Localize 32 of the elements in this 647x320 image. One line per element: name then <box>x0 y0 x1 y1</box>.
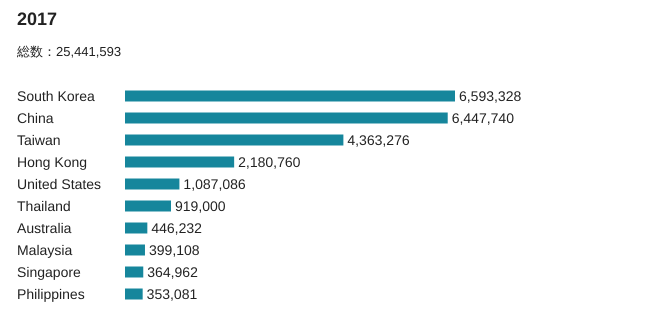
data-label: 1,087,086 <box>183 176 246 192</box>
y-tick-label: United States <box>17 176 102 192</box>
bar <box>125 134 344 146</box>
y-tick-label: Australia <box>17 220 72 236</box>
y-tick-label: Hong Kong <box>17 154 88 170</box>
data-label: 2,180,760 <box>238 154 301 170</box>
data-label: 364,962 <box>147 264 198 280</box>
y-tick-label: China <box>17 110 54 126</box>
y-tick-label: Singapore <box>17 264 82 280</box>
chart-title: 2017 <box>17 9 58 29</box>
bar <box>125 222 148 234</box>
bar <box>125 90 455 102</box>
bar <box>125 112 448 124</box>
data-label: 353,081 <box>146 286 198 302</box>
bar <box>125 288 143 300</box>
bar <box>125 156 234 168</box>
y-tick-label: Taiwan <box>17 132 61 148</box>
y-tick-label: Malaysia <box>17 242 72 258</box>
chart-subtitle: 総数：25,441,593 <box>16 44 122 59</box>
data-label: 6,593,328 <box>459 88 522 104</box>
bar <box>125 200 171 212</box>
data-label: 4,363,276 <box>347 132 410 148</box>
y-tick-label: South Korea <box>17 88 96 104</box>
bar <box>125 178 180 190</box>
data-label: 919,000 <box>174 198 226 214</box>
data-label: 399,108 <box>148 242 200 258</box>
data-label: 446,232 <box>151 220 202 236</box>
bar <box>125 244 145 256</box>
y-tick-label: Philippines <box>17 286 85 302</box>
data-label: 6,447,740 <box>452 110 514 126</box>
bar <box>125 266 144 278</box>
y-tick-label: Thailand <box>17 198 71 214</box>
